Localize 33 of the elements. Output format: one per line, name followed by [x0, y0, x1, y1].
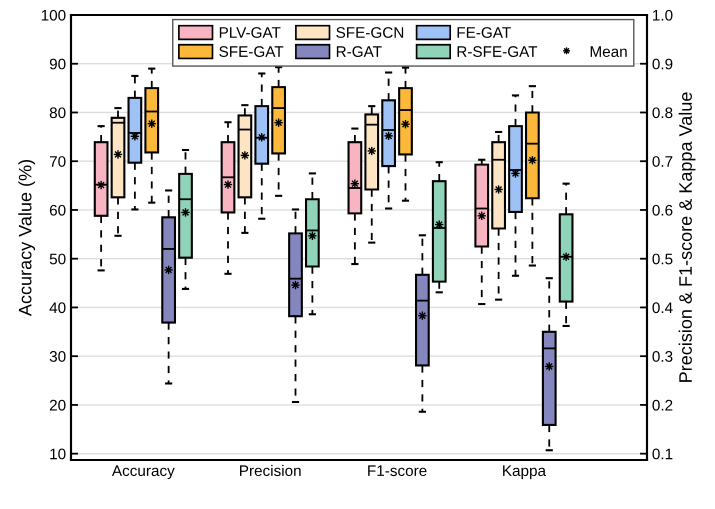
y-tick-label: 40: [50, 302, 66, 314]
legend-label: PLV-GAT: [220, 27, 281, 38]
y2-tick-label: 0.1: [652, 448, 672, 460]
x-tick-label: F1-score: [368, 465, 427, 476]
x-tick-label: Precision: [240, 464, 301, 476]
x-tick-label: Accuracy: [112, 465, 175, 480]
y2-tick-label: 0.3: [652, 351, 672, 362]
y-tick-label: 60: [50, 204, 66, 216]
y2-tick-label: 0.7: [652, 156, 672, 167]
y-tick-label: 100: [42, 10, 66, 21]
legend-label: SFE-GCN: [336, 27, 404, 38]
y-tick-label: 20: [50, 400, 66, 411]
y-axis-title: Accuracy Value (%): [18, 160, 36, 316]
y-tick-label: 90: [50, 58, 66, 70]
y-tick-label: 80: [50, 107, 66, 118]
y2-tick-label: 0.9: [652, 58, 672, 70]
y-tick-label: 10: [50, 448, 66, 460]
y2-tick-label: 1.0: [653, 10, 672, 21]
y-tick-label: 70: [50, 156, 66, 167]
y2-axis-title: Precision & F1-score & Kappa Value: [678, 92, 696, 382]
y2-tick-label: 0.8: [652, 107, 672, 118]
y-tick-label: 30: [50, 351, 66, 362]
x-tick-label: Kappa: [503, 465, 546, 480]
y2-tick-label: 0.4: [652, 302, 673, 314]
legend-label: SFE-GAT: [219, 46, 284, 57]
y-tick-label: 50: [50, 254, 66, 264]
legend-label: FE-GAT: [458, 27, 511, 38]
y2-tick-label: 0.2: [652, 400, 672, 411]
y2-tick-label: 0.5: [652, 254, 672, 264]
y2-tick-label: 0.6: [652, 204, 672, 216]
legend-label: R-GAT: [336, 46, 382, 57]
annotation: Mean: [590, 46, 627, 57]
legend-label: R-SFE-GAT: [458, 46, 538, 57]
